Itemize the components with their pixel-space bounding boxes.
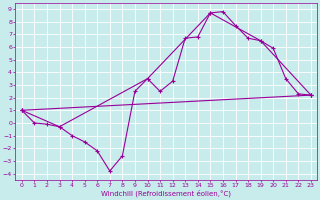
X-axis label: Windchill (Refroidissement éolien,°C): Windchill (Refroidissement éolien,°C) <box>101 190 231 197</box>
